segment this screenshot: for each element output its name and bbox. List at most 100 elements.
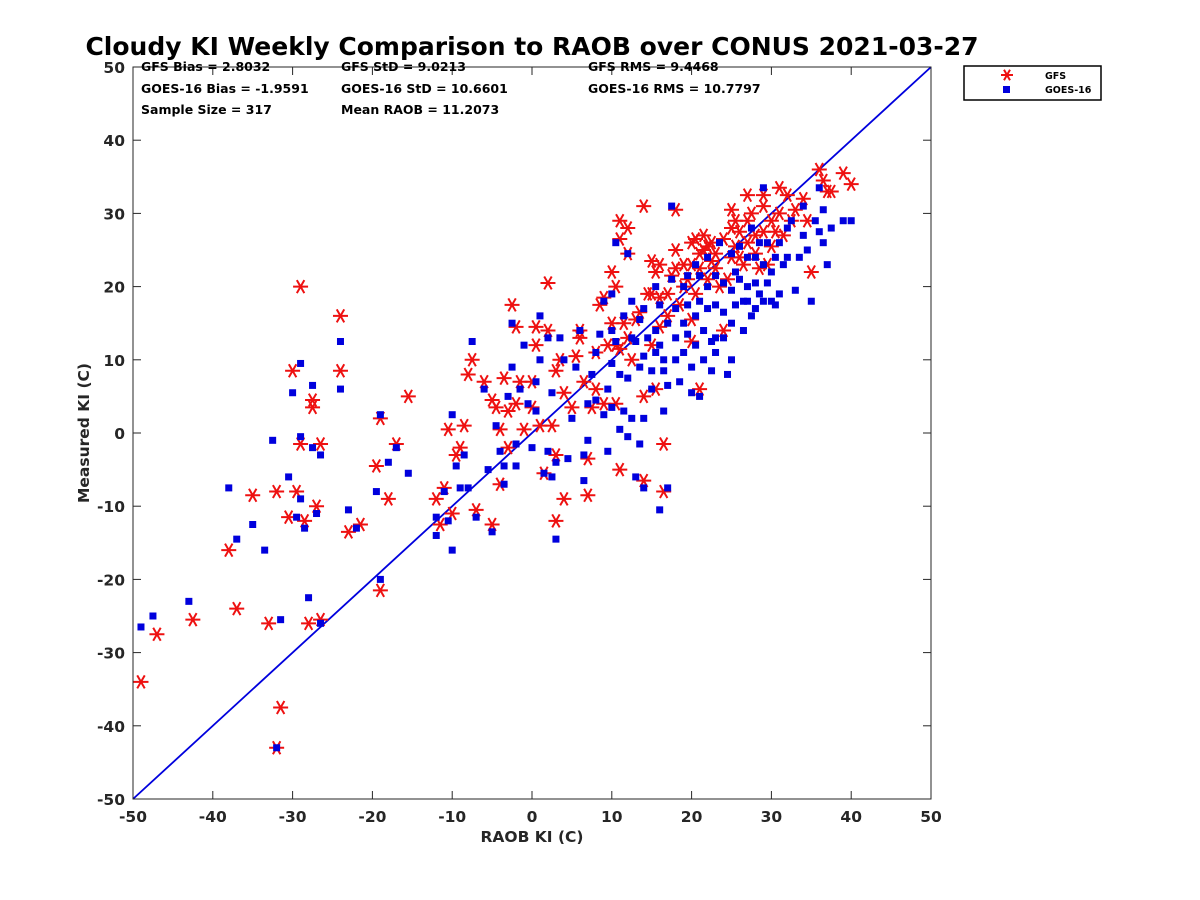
gfs-point — [636, 199, 652, 214]
goes16-point — [608, 403, 616, 411]
gfs-point — [823, 184, 839, 199]
gfs-point — [380, 491, 396, 506]
goes16-point — [799, 231, 807, 239]
goes16-point — [608, 359, 616, 367]
goes16-point — [313, 510, 321, 518]
gfs-point — [556, 385, 572, 400]
gfs-point — [755, 199, 771, 214]
goes16-point — [536, 356, 544, 364]
goes16-point — [612, 239, 620, 247]
goes16-point — [771, 253, 779, 261]
stat-value: GFS StD = 9.0213 — [341, 59, 466, 74]
gfs-point — [313, 436, 329, 451]
gfs-legend-marker — [1001, 69, 1013, 81]
gfs-point — [668, 243, 684, 257]
legend-box — [963, 65, 1102, 101]
goes16-point — [576, 327, 584, 335]
gfs-point — [576, 374, 592, 389]
goes16-point — [731, 301, 739, 309]
goes16-point — [512, 440, 520, 448]
stat-value: GOES-16 Bias = -1.9591 — [141, 81, 309, 96]
stat-value: GFS Bias = 2.8032 — [141, 59, 270, 74]
goes16-point — [249, 521, 257, 528]
x-tick-label: -40 — [199, 808, 227, 826]
gfs-point — [612, 462, 628, 477]
goes16-point — [775, 239, 783, 247]
goes16-point — [624, 374, 632, 382]
gfs-point — [332, 308, 348, 323]
y-tick-label: -50 — [97, 791, 125, 809]
goes16-point — [779, 261, 787, 269]
gfs-point — [528, 319, 544, 334]
goes16-point — [285, 473, 293, 481]
y-tick-label: -30 — [97, 645, 125, 663]
gfs-point — [305, 393, 321, 408]
stat-value: GOES-16 RMS = 10.7797 — [588, 81, 761, 96]
goes16-point — [728, 356, 735, 364]
stat-value: Sample Size = 317 — [141, 102, 272, 117]
goes16-point — [297, 359, 305, 367]
goes16-point — [656, 301, 664, 309]
legend-label-gfs: GFS — [1045, 71, 1066, 82]
goes16-point — [692, 261, 700, 269]
goes16-point — [640, 305, 648, 313]
goes16-point — [392, 444, 400, 452]
goes16-point — [680, 348, 688, 356]
goes16-point — [847, 217, 855, 225]
goes16-point — [795, 253, 803, 261]
goes16-point — [317, 619, 325, 627]
goes16-point — [524, 400, 532, 408]
gfs-point — [771, 206, 787, 221]
goes16-point — [712, 334, 720, 342]
goes16-point — [552, 535, 560, 543]
stats-block: GFS Bias = 2.8032 GFS StD = 9.0213 GFS RMS… — [141, 59, 761, 117]
goes16-point — [755, 290, 763, 298]
goes16-point — [404, 469, 412, 477]
goes16-point — [556, 334, 564, 342]
goes16-point — [712, 272, 720, 280]
goes16-point — [644, 334, 652, 342]
goes16-point — [297, 433, 305, 441]
goes16-point — [751, 305, 759, 313]
goes16-point — [616, 370, 624, 378]
goes16-point — [305, 594, 313, 602]
goes16-point — [548, 473, 556, 481]
goes16-point — [317, 451, 325, 459]
goes16-point — [624, 433, 632, 441]
goes16-point — [823, 261, 831, 269]
goes16-point — [540, 469, 548, 477]
goes16-point — [616, 425, 624, 433]
goes16-point — [648, 367, 656, 375]
goes16-point — [352, 524, 360, 532]
goes16-point — [728, 250, 735, 258]
goes16-point — [660, 407, 668, 415]
goes16-point — [532, 378, 540, 386]
gfs-point — [496, 371, 512, 386]
gfs-point — [372, 583, 388, 598]
goes16-point — [480, 385, 488, 393]
goes16-point — [739, 297, 747, 305]
goes16-point — [815, 228, 823, 236]
gfs-point — [771, 180, 787, 195]
goes16-point — [684, 272, 692, 280]
gfs-point — [580, 488, 596, 503]
goes16-point — [720, 279, 728, 287]
goes16-point — [464, 484, 472, 492]
goes16-point — [668, 275, 676, 283]
goes16-point — [787, 217, 795, 225]
y-tick-label: 50 — [103, 59, 125, 77]
gfs-point — [500, 404, 516, 419]
goes16-point — [628, 334, 636, 342]
goes16-point — [680, 283, 688, 291]
goes16-legend-marker — [1003, 86, 1010, 93]
goes16-point — [544, 334, 552, 342]
goes16-point — [432, 531, 440, 539]
goes16-point — [799, 202, 807, 210]
gfs-point — [464, 352, 480, 367]
goes16-point — [652, 348, 660, 356]
goes16-point — [640, 352, 648, 360]
legend-label-goes16: GOES-16 — [1045, 85, 1092, 96]
goes16-point — [640, 484, 648, 492]
goes16-point — [696, 272, 704, 280]
gfs-point — [731, 224, 747, 239]
